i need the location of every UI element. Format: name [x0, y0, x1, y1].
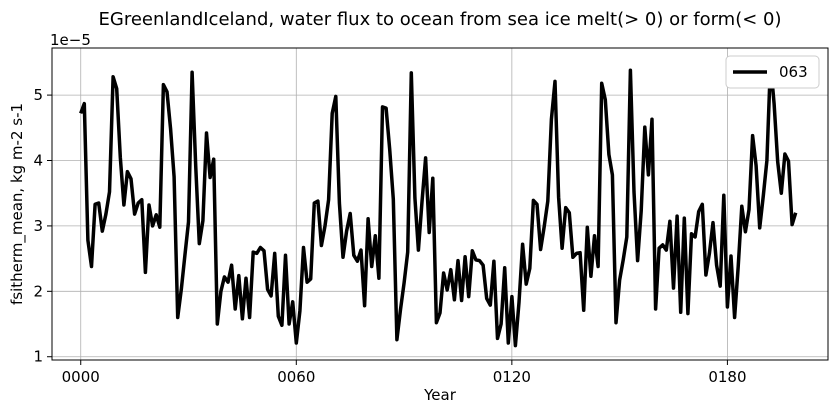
legend: 063 [725, 55, 820, 89]
x-tick-label: 0000 [62, 368, 100, 386]
plot-frame [51, 47, 829, 361]
x-axis: 0000 0060 0120 0180 [62, 360, 747, 386]
legend-box [725, 55, 820, 89]
chart-title: EGreenlandIceland, water flux to ocean f… [99, 9, 782, 30]
x-tick-label: 0180 [708, 368, 746, 386]
x-axis-label: Year [423, 386, 457, 404]
legend-label: 063 [779, 63, 808, 81]
y-axis: 1 2 3 4 5 [33, 86, 52, 366]
y-tick-label: 5 [33, 86, 43, 104]
x-tick-label: 0060 [277, 368, 315, 386]
x-tick-label: 0120 [493, 368, 531, 386]
series-line-063 [79, 60, 798, 348]
y-tick-label: 2 [33, 282, 43, 300]
y-tick-label: 1 [33, 348, 43, 366]
plot-area [79, 60, 798, 348]
y-tick-label: 3 [33, 217, 43, 235]
y-tick-label: 4 [33, 152, 43, 170]
y-axis-label: fsitherm_mean, kg m-2 s-1 [8, 103, 27, 305]
y-offset-label: 1e−5 [50, 31, 91, 49]
